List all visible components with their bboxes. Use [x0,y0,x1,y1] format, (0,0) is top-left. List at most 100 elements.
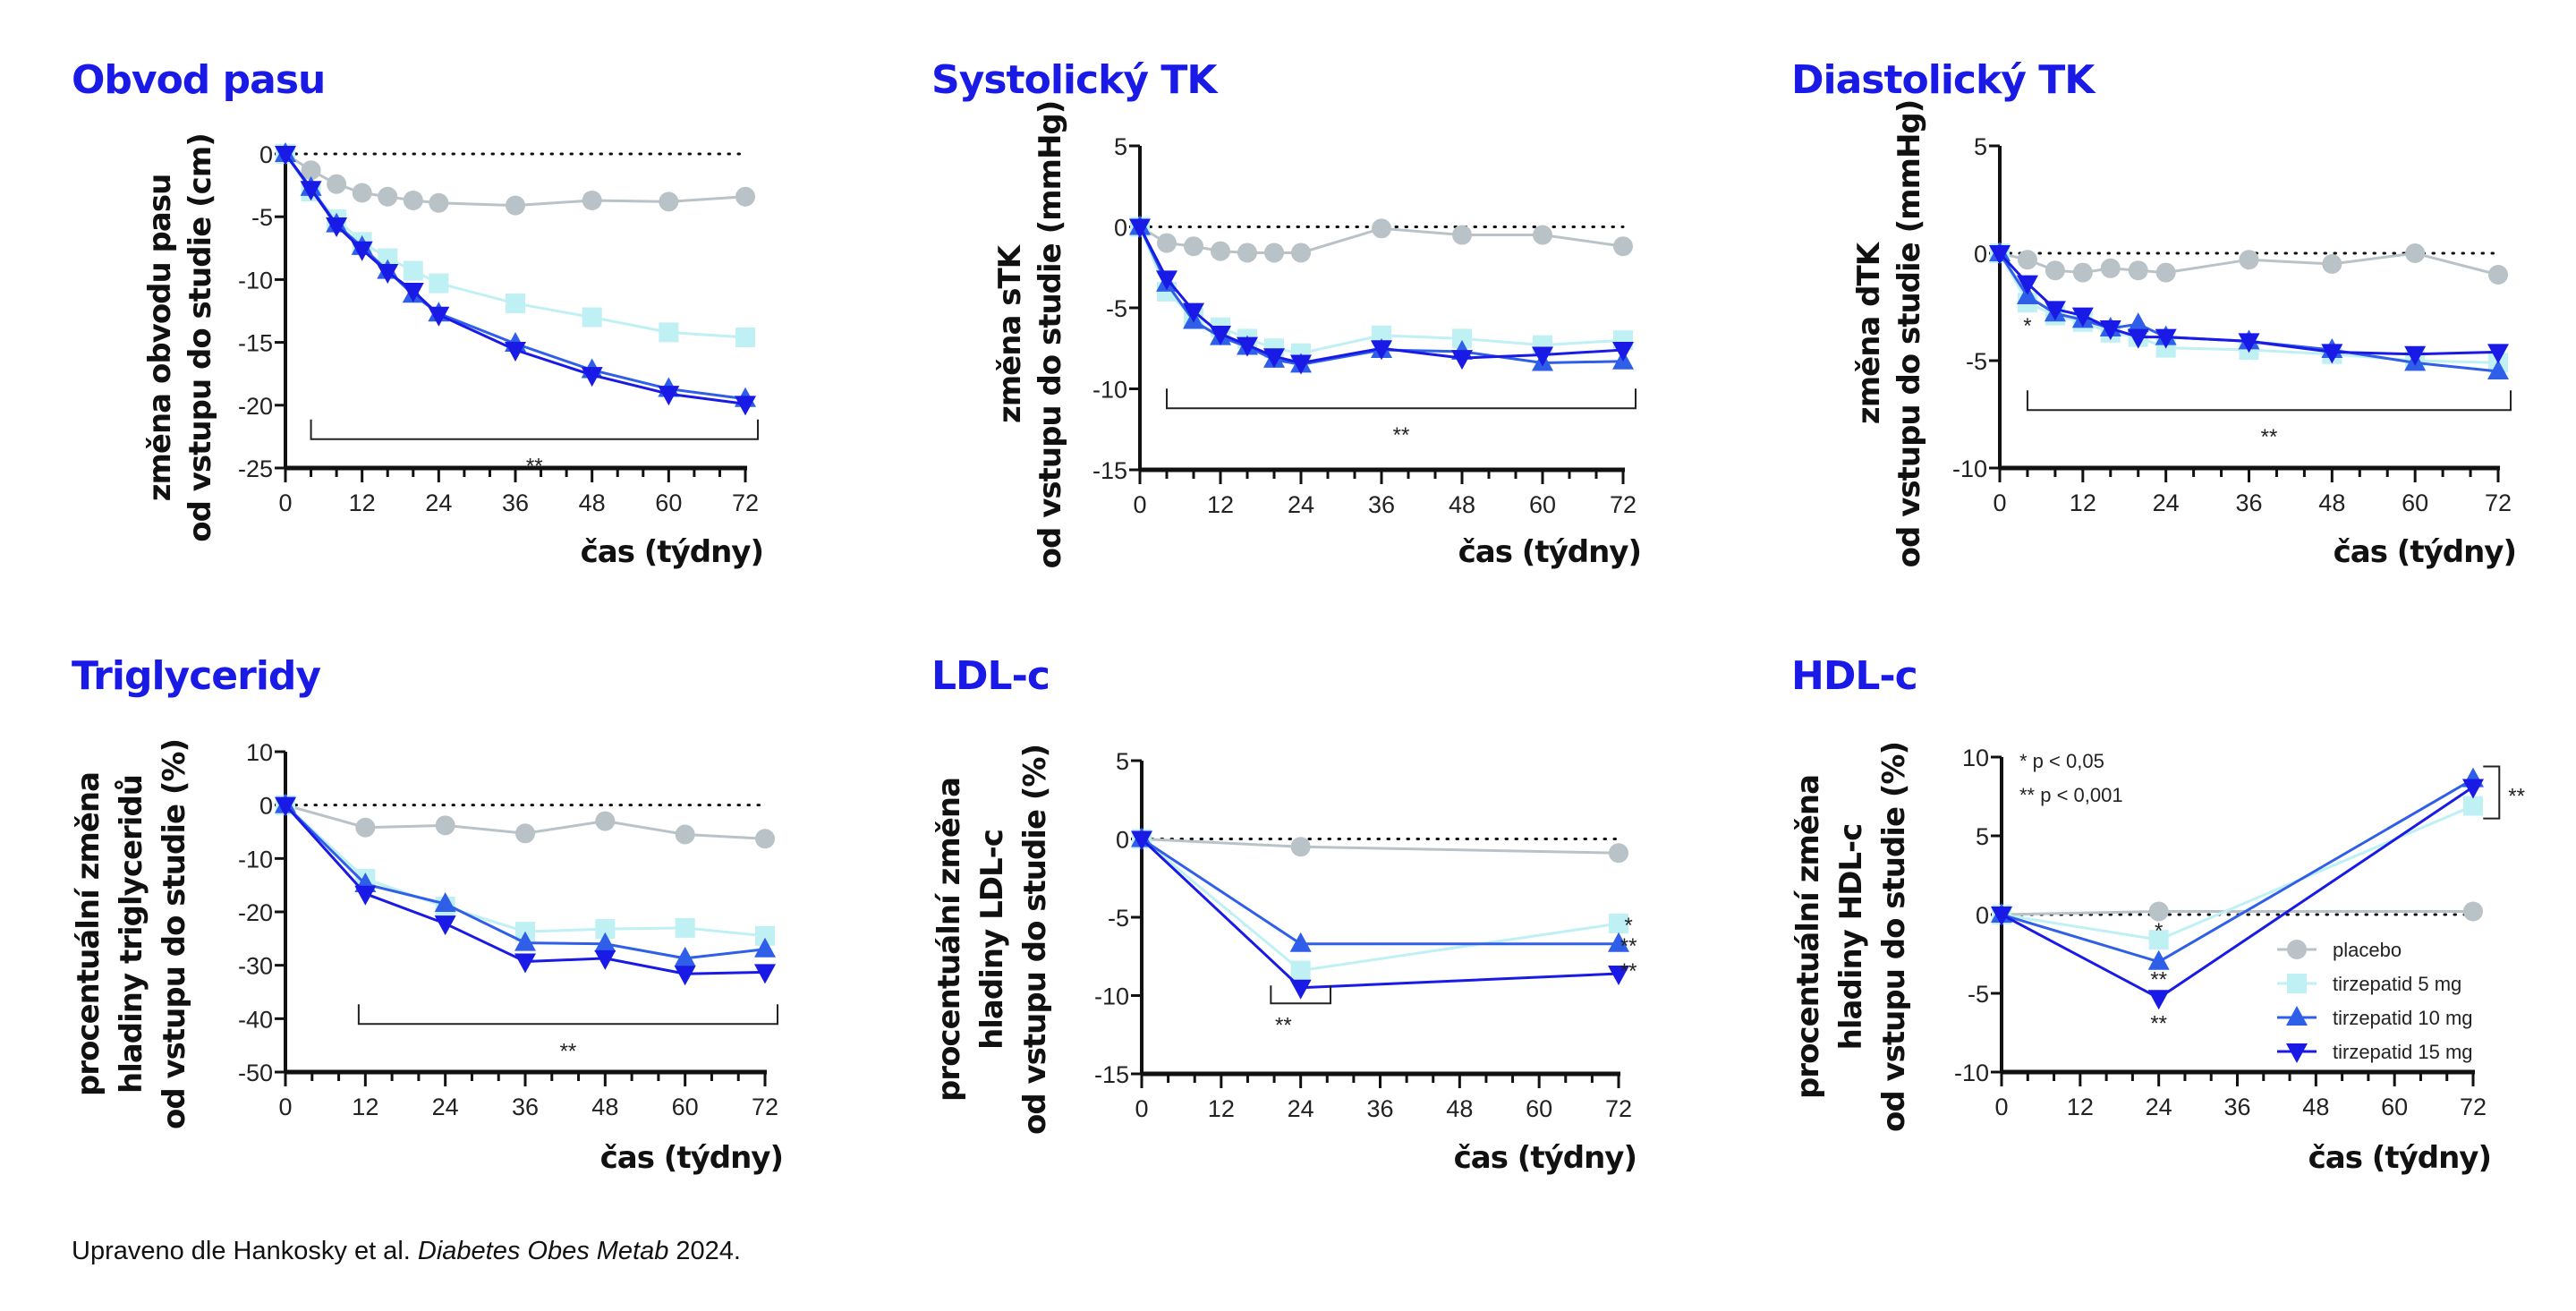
data-point [1289,979,1312,1000]
data-point [2155,262,2176,283]
significance-bracket [310,419,759,440]
significance-bracket [2026,390,2512,412]
data-point [1290,837,1311,857]
data-point [1156,270,1177,291]
data-point [1609,843,1628,864]
y-axis-label: hladiny triglyceridů [114,775,149,1094]
significance-label: ** [1620,959,1637,983]
data-point [2487,360,2509,379]
x-tick-label: 48 [579,489,606,516]
data-point [1532,346,1553,367]
data-point [506,195,525,216]
y-tick-label: -10 [1954,1060,1989,1086]
x-axis-label: čas (týdny) [2334,534,2516,570]
y-tick-label: -10 [1952,455,1987,482]
citation-prefix: Upraveno dle Hankosky et al. [72,1237,418,1265]
x-tick-label: 12 [1208,1095,1235,1122]
y-tick-label: -5 [1966,348,1987,375]
y-tick-label: 0 [259,793,273,820]
y-tick-label: 0 [1116,827,1129,854]
significance-bracket [2483,765,2501,820]
data-point [1371,340,1392,361]
x-tick-label: 24 [2146,1094,2172,1120]
series-tirzepatid-15-mg [1131,830,1629,1000]
legend-swatch-marker [2286,1006,2308,1026]
y-tick-label: -5 [1106,295,1127,322]
y-tick-label: -50 [238,1060,273,1086]
x-tick-label: 72 [2485,489,2512,516]
significance-label: ** [2508,785,2525,809]
y-tick-label: -10 [238,267,273,294]
data-point [1129,218,1151,239]
x-tick-label: 72 [1605,1095,1632,1122]
data-point [2321,344,2343,364]
y-axis-label: změna dTK [1851,241,1887,424]
y-tick-label: -10 [1094,983,1129,1010]
data-point [674,966,696,986]
data-point [1533,225,1552,245]
series-tirzepatid-5-mg [1992,796,2483,950]
data-point [754,937,776,958]
x-axis-label: čas (týdny) [2308,1140,2491,1176]
x-axis-label: čas (týdny) [1458,534,1641,570]
data-point [2155,328,2177,349]
y-tick-label: -25 [238,455,273,482]
x-tick-label: 60 [655,489,682,516]
data-point [2147,949,2170,970]
y-axis-label: od vstupu do studie (cm) [183,133,218,542]
data-point [594,949,616,970]
x-tick-label: 36 [512,1094,539,1120]
significance-label: ** [2150,1012,2167,1036]
x-tick-label: 72 [2460,1094,2487,1120]
data-point [2128,260,2148,281]
significance-bracket [1270,985,1331,1005]
data-point [675,824,695,845]
data-point [1291,243,1311,263]
chart-tg: 100-10-20-30-40-500 12 24 36 48 60 72procentuá… [71,739,784,1176]
series-placebo [276,144,755,216]
x-axis-label: čas (týdny) [600,1140,783,1176]
series-tirzepatid-15-mg [1989,245,2509,366]
y-tick-label: 5 [1974,133,1987,160]
data-point [2322,254,2342,274]
data-point [735,396,756,416]
data-point [429,273,449,294]
y-axis-label: procentuální změna [1790,775,1826,1099]
data-point [351,241,373,261]
data-point [428,306,450,327]
data-point [754,964,776,984]
data-point [1263,348,1285,369]
y-tick-label: -20 [238,393,273,420]
y-axis-label: procentuální změna [931,778,967,1102]
series-line [1141,838,1619,946]
y-tick-label: -5 [1108,905,1129,932]
data-point [300,181,322,201]
source-citation: Upraveno dle Hankosky et al. Diabetes Ob… [72,1237,741,1266]
y-axis-label: od vstupu do studie (%) [1017,745,1053,1135]
legend-item-tirzepatid-10-mg: tirzepatid 10 mg [2277,1006,2473,1029]
data-point [582,190,602,210]
data-point [581,367,603,387]
y-axis-label: od vstupu do studie (%) [1876,742,1912,1132]
data-point [2072,262,2093,283]
x-tick-label: 24 [425,489,452,516]
data-point [1612,342,1634,362]
panel-title-waist: Obvod pasu [72,57,326,103]
y-tick-label: -5 [1968,981,1989,1008]
data-point [1237,243,1257,263]
data-point [1451,350,1473,370]
data-point [402,283,424,303]
data-point [2488,265,2508,285]
data-point [514,953,536,974]
y-axis-label: hladiny LDL-c [974,830,1010,1050]
x-tick-label: 36 [1366,1095,1393,1122]
series-placebo [1132,829,1628,864]
y-axis-label: od vstupu do studie (mmHg) [1892,100,1927,568]
y-tick-label: -10 [238,846,273,873]
panel-title-tg: Triglyceridy [72,653,321,699]
data-point [514,931,536,951]
x-tick-label: 72 [732,489,759,516]
data-point [1608,966,1629,985]
data-point [2016,275,2038,295]
